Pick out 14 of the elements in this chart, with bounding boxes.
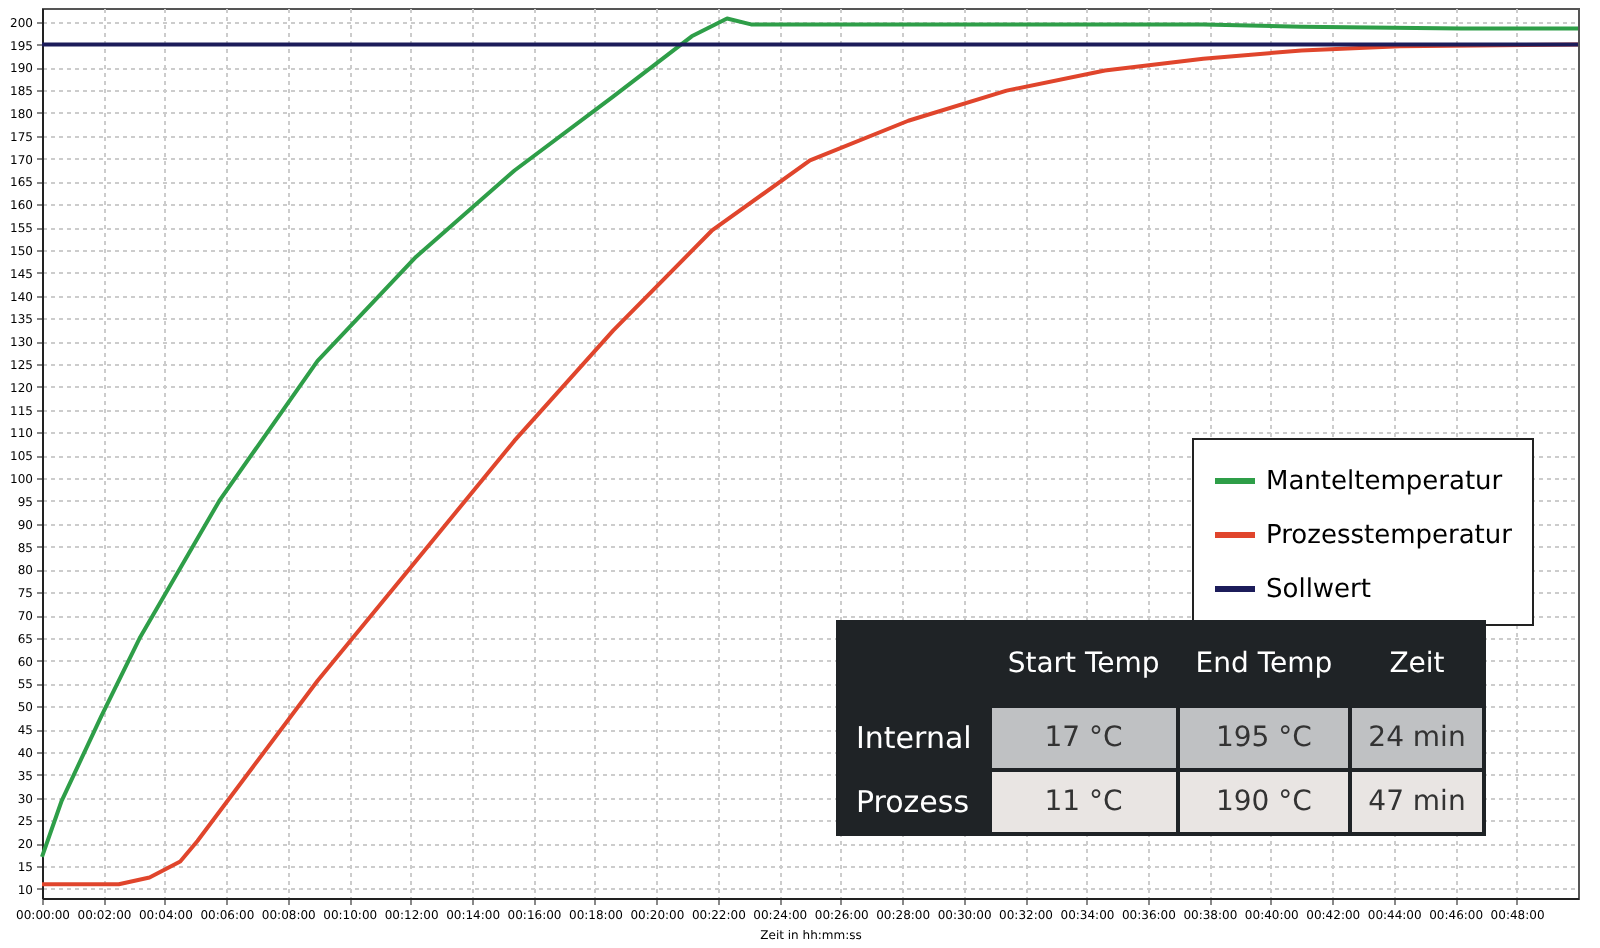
annotation: 17 °C bbox=[991, 708, 1176, 768]
annotation: Zeit bbox=[1387, 646, 1447, 684]
legend-label: Prozesstemperatur bbox=[1266, 521, 1514, 551]
annotation: 11 °C bbox=[991, 772, 1176, 832]
annotation: Internal bbox=[854, 718, 974, 760]
annotation: End Temp bbox=[1193, 646, 1335, 684]
annotation: 190 °C bbox=[1179, 772, 1349, 832]
legend-label: Sollwert bbox=[1266, 575, 1372, 605]
annotation: Prozess bbox=[854, 782, 972, 824]
legend-label: Manteltemperatur bbox=[1266, 467, 1504, 497]
annotation: 24 min bbox=[1352, 708, 1482, 768]
annotation: Start Temp bbox=[1005, 646, 1162, 684]
annotation: 47 min bbox=[1352, 772, 1482, 832]
annotation: 195 °C bbox=[1179, 708, 1349, 768]
